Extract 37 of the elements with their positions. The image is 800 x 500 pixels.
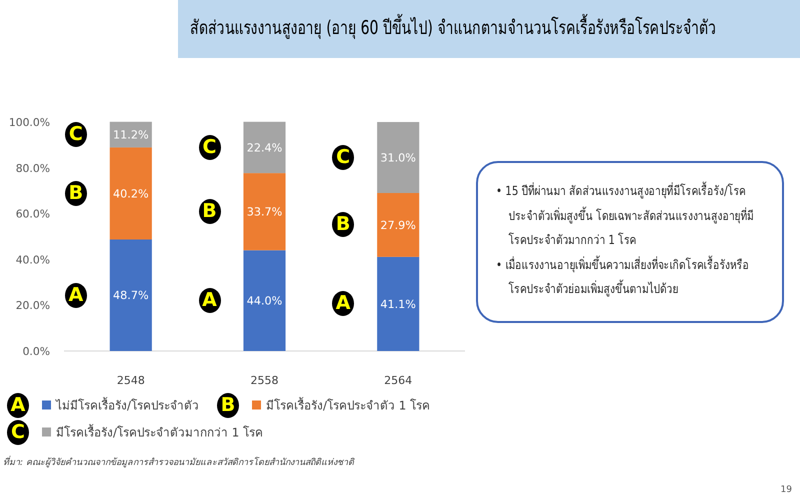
legend-badge-label: C bbox=[7, 420, 29, 444]
annotation: A bbox=[198, 288, 220, 314]
y-tick-label: 100.0% bbox=[8, 116, 50, 130]
data-label: 41.1% bbox=[380, 298, 416, 311]
y-tick-label: 60.0% bbox=[16, 208, 50, 221]
legend-label: มีโรคเรื้อรัง/โรคประจำตัวมากกว่า 1 โรค bbox=[56, 426, 263, 440]
legend-label: มีโรคเรื้อรัง/โรคประจำตัว 1 โรค bbox=[266, 398, 430, 412]
x-tick-label: 2548 bbox=[116, 374, 145, 387]
note-card: • 15 ปีที่ผ่านมา สัดส่วนแรงงานสูงอายุที่มีโรคเรื้อรัง/โรคประจำตัวเพิ่มสูงขึ้น โดยเฉพาะสัดส่วนแรงงานสูงอายุที่มีโรคประจำตัวมากกว่า 1 โรค • เมื่อแรงงานอายุเพิ่มขึ้นความเสี่ยงที่จะเกิดโรคเรื้อรังหรือโรคประจำตัวย่อมเพิ่มสูงขึ้นตามไปด้วย bbox=[476, 161, 784, 323]
data-label: 48.7% bbox=[113, 289, 149, 302]
annotation: C bbox=[198, 134, 220, 160]
y-tick-label: 80.0% bbox=[16, 162, 50, 175]
data-label: 33.7% bbox=[246, 206, 282, 219]
x-tick-label: 2558 bbox=[250, 374, 278, 387]
data-label: 27.9% bbox=[380, 218, 416, 232]
x-tick-label: 2564 bbox=[384, 374, 412, 387]
annotation: C bbox=[332, 145, 354, 170]
annotation: B bbox=[332, 212, 354, 238]
y-tick-label: 0.0% bbox=[22, 345, 50, 358]
source: ที่มา: คณะผู้วิจัยคำนวณจากข้อมูลการสำรวจอนามัยและสวัสดิการโดยสำนักงานสถิติแห่งชาติ bbox=[3, 458, 354, 468]
data-label: 44.0% bbox=[246, 294, 282, 308]
data-label: 40.2% bbox=[113, 187, 149, 200]
annotation: B bbox=[64, 180, 87, 206]
annotation: A bbox=[64, 282, 87, 308]
title: สัดส่วนแรงงานสูงอายุ (อายุ 60 ปีขึ้นไป) จำแนกตามจำนวนโรคเรื้อรังหรือโรคประจำตัว bbox=[190, 15, 716, 41]
annotation: A bbox=[332, 291, 354, 316]
legend-badge-label: A bbox=[7, 392, 29, 418]
data-label: 22.4% bbox=[246, 141, 282, 154]
y-tick-label: 20.0% bbox=[16, 299, 50, 312]
data-label: 31.0% bbox=[380, 152, 416, 165]
page-number: 19 bbox=[780, 485, 792, 495]
legend-label: ไม่มีโรคเรื้อรัง/โรคประจำตัว bbox=[56, 398, 199, 412]
data-label: 11.2% bbox=[113, 128, 149, 142]
annotation: C bbox=[64, 122, 87, 148]
legend-badge-label: B bbox=[217, 392, 239, 418]
y-tick-label: 40.0% bbox=[16, 253, 50, 266]
annotation: B bbox=[198, 199, 220, 224]
